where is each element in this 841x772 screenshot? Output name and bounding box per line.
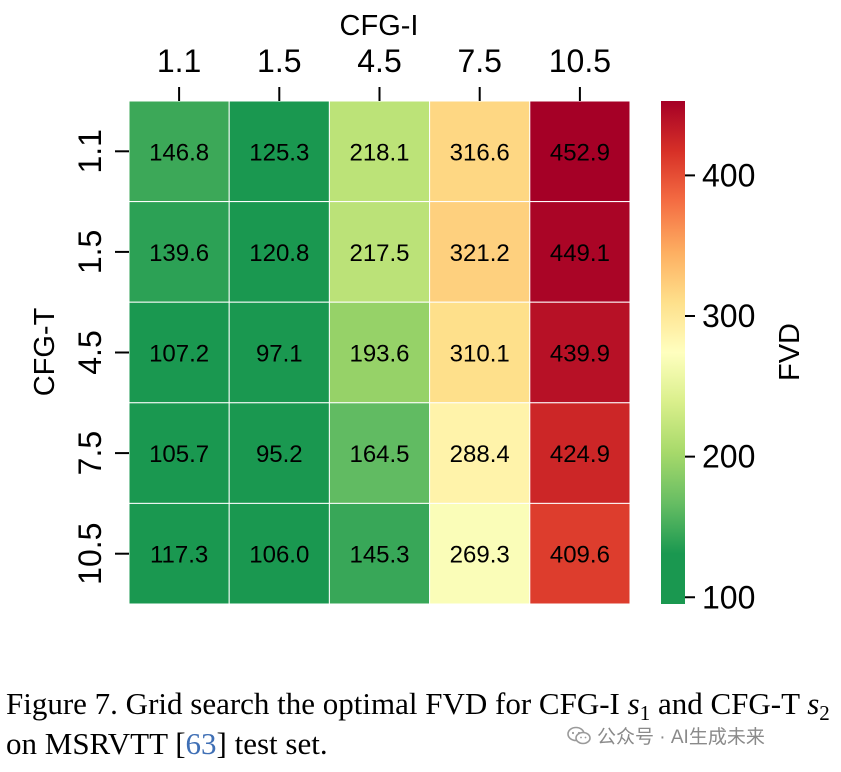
heatmap-cell — [128, 502, 230, 605]
cell-value-label: 97.1 — [256, 341, 303, 368]
caption-middle: and CFG-T — [650, 686, 808, 721]
cell-value-label: 105.7 — [149, 441, 209, 468]
colorbar-tick-label: 100 — [702, 579, 755, 615]
cell-value-label: 125.3 — [249, 139, 309, 166]
heatmap-cell — [328, 201, 431, 303]
x-tick-label: 1.5 — [257, 43, 301, 79]
colorbar-gradient — [661, 101, 685, 604]
heatmap-cell — [228, 402, 330, 504]
cell-value-label: 310.1 — [450, 341, 510, 368]
heatmap-cell — [429, 100, 531, 203]
y-axis-ticks: 1.1 1.5 4.5 7.5 10.5 — [72, 129, 129, 585]
y-tick-label: 1.1 — [72, 129, 108, 173]
heatmap-cell — [328, 301, 431, 404]
wechat-icon — [567, 726, 591, 744]
cell-value-label: 288.4 — [450, 441, 510, 468]
cell-value-label: 316.6 — [450, 139, 510, 166]
x-tick-label: 4.5 — [357, 43, 401, 79]
heatmap-cell — [128, 100, 230, 203]
y-axis-label: CFG-T — [29, 307, 61, 396]
heatmap-cell — [128, 201, 230, 303]
x-axis-label: CFG-I — [340, 10, 419, 42]
cell-value-label: 269.3 — [450, 542, 510, 569]
caption-s1-symbol: s — [627, 686, 640, 721]
colorbar: 100 200 300 400 — [661, 101, 755, 615]
cell-value-label: 117.3 — [150, 542, 208, 569]
x-tick-label: 10.5 — [549, 43, 611, 79]
cell-value-label: 449.1 — [550, 240, 610, 267]
cell-value-label: 193.6 — [349, 341, 409, 368]
cell-value-label: 452.9 — [550, 139, 610, 166]
x-axis-ticks: 1.1 1.5 4.5 7.5 10.5 — [157, 43, 611, 101]
caption-prefix: Figure 7. Grid search the optimal FVD fo… — [6, 686, 628, 721]
caption-before-ref: on MSRVTT [ — [6, 726, 186, 761]
heatmap-cell — [529, 100, 631, 203]
cell-value-label: 120.8 — [249, 240, 309, 267]
caption-after-ref: ] test set. — [216, 726, 328, 761]
y-tick-label: 7.5 — [72, 431, 108, 475]
heatmap-cell — [529, 502, 631, 605]
cell-value-label: 139.6 — [149, 240, 209, 267]
heatmap-cell — [529, 301, 631, 404]
cell-value-label: 145.3 — [349, 542, 409, 569]
cell-value-label: 164.5 — [349, 441, 409, 468]
heatmap-cell — [529, 402, 631, 504]
caption-s2-symbol: s — [807, 686, 820, 721]
caption-s1-index: 1 — [639, 701, 651, 725]
watermark-text: 公众号 · AI生成未来 — [597, 727, 765, 748]
cell-value-label: 146.8 — [149, 139, 209, 166]
cell-value-label: 424.9 — [550, 441, 610, 468]
heatmap-cell — [429, 301, 531, 404]
y-tick-label: 4.5 — [72, 330, 108, 374]
x-tick-label: 7.5 — [457, 43, 501, 79]
cell-value-label: 218.1 — [349, 139, 409, 166]
cell-value-label: 95.2 — [256, 441, 303, 468]
heatmap-cell — [328, 502, 431, 605]
colorbar-tick-label: 300 — [702, 298, 755, 334]
y-tick-label: 1.5 — [72, 230, 108, 274]
colorbar-label: FVD — [774, 323, 806, 381]
colorbar-tick-label: 200 — [702, 439, 755, 475]
y-tick-label: 10.5 — [72, 523, 108, 585]
cell-value-label: 321.2 — [450, 240, 510, 267]
heatmap-cell — [328, 402, 431, 504]
cell-value-label: 409.6 — [550, 542, 610, 569]
citation-link[interactable]: 63 — [185, 726, 217, 761]
caption-s2-index: 2 — [819, 701, 830, 725]
colorbar-tick-label: 400 — [702, 157, 755, 193]
cell-value-label: 107.2 — [149, 341, 209, 368]
heatmap-cell — [228, 502, 330, 605]
heatmap-cell — [429, 402, 531, 504]
x-tick-label: 1.1 — [157, 43, 201, 79]
cell-value-label: 106.0 — [249, 542, 309, 569]
watermark: 公众号 · AI生成未来 — [567, 722, 765, 749]
heatmap-cell — [228, 301, 330, 404]
heatmap-cells: 146.8 125.3 218.1 316.6 452.9 139.6 120.8 217.5… — [128, 100, 631, 605]
cell-value-label: 439.9 — [550, 341, 610, 368]
figure-caption: Figure 7. Grid search the optimal FVD fo… — [6, 684, 836, 764]
cell-value-label: 217.5 — [349, 240, 409, 267]
heatmap-chart: 146.8 125.3 218.1 316.6 452.9 139.6 120.8 217.5… — [29, 10, 806, 615]
heatmap-cell — [228, 100, 330, 203]
heatmap-cell — [529, 201, 631, 303]
